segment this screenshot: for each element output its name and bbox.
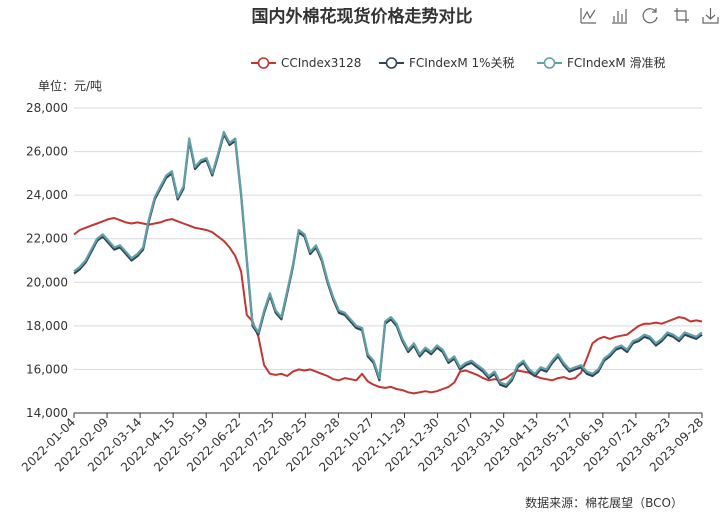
y-tick-label: 20,000 <box>26 275 68 289</box>
legend-item-1[interactable]: FCIndexM 1%关税 <box>379 56 515 70</box>
series-line-0 <box>73 217 703 395</box>
series-line-1 <box>73 133 703 388</box>
y-tick-label: 14,000 <box>26 406 68 420</box>
legend-label: CCIndex3128 <box>281 56 361 70</box>
series-lines <box>73 130 703 395</box>
gridlines <box>74 107 702 414</box>
y-axis: 14,000 16,000 18,000 20,000 22,000 24,000 26,0… <box>26 101 68 420</box>
toolbox <box>580 7 719 24</box>
download-icon[interactable] <box>702 7 719 24</box>
y-tick-label: 28,000 <box>26 101 68 115</box>
unit-label: 单位：元/吨 <box>38 78 102 93</box>
source-label: 数据来源：棉花展望（BCO） <box>525 495 683 510</box>
legend-swatch-marker <box>543 57 556 69</box>
legend-swatch-marker <box>385 57 398 69</box>
legend-label: FCIndexM 1%关税 <box>409 56 515 70</box>
legend-item-0[interactable]: CCIndex3128 <box>251 56 361 70</box>
legend-swatch-marker <box>257 57 270 69</box>
series-line-2 <box>73 130 703 386</box>
legend-item-2[interactable]: FCIndexM 滑准税 <box>537 56 666 70</box>
y-tick-label: 22,000 <box>26 232 68 246</box>
chart-title: 国内外棉花现货价格走势对比 <box>252 6 473 27</box>
y-tick-label: 26,000 <box>26 145 68 159</box>
legend: CCIndex3128 FCIndexM 1%关税 FCIndexM 滑准税 <box>251 56 666 70</box>
y-tick-label: 24,000 <box>26 188 68 202</box>
legend-label: FCIndexM 滑准税 <box>567 56 666 70</box>
y-tick-label: 16,000 <box>26 362 68 376</box>
y-tick-label: 18,000 <box>26 319 68 333</box>
restore-icon[interactable] <box>642 7 659 24</box>
x-axis: 2022-01-042022-02-092022-03-142022-04-15… <box>19 412 706 474</box>
bar-chart-icon[interactable] <box>611 7 628 24</box>
line-chart-icon[interactable] <box>580 7 597 24</box>
crop-icon[interactable] <box>673 7 690 24</box>
